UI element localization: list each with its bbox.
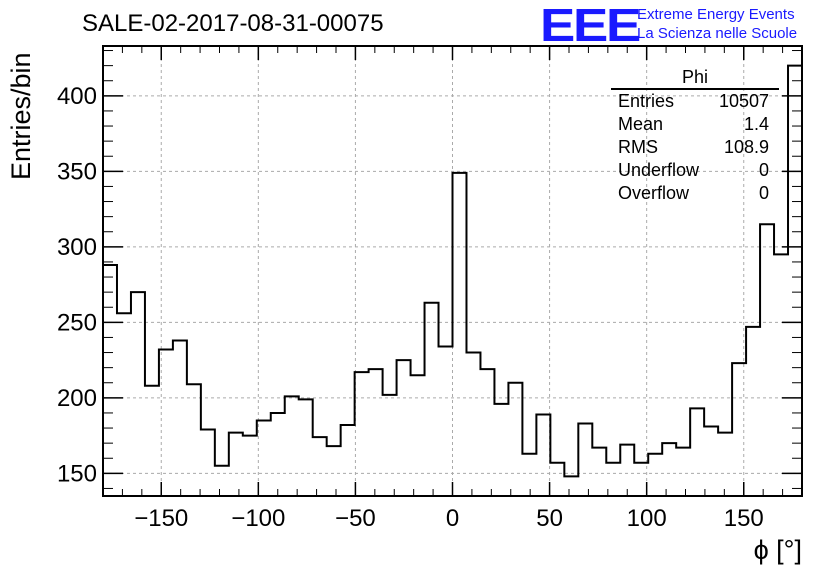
y-tick-label: 250 [57,309,97,336]
stats-value: 108.9 [723,137,769,157]
x-tick-label: 100 [627,505,667,532]
stats-row-underflow: Underflow 0 [611,159,779,182]
stats-label: Entries [618,91,675,111]
y-tick-label: 300 [57,234,97,261]
grid-lines [103,46,802,496]
x-tick-labels: −150 −100 −50 0 50 100 150 [134,505,764,532]
x-tick-label: 50 [536,505,563,532]
x-tick-label: −100 [231,505,285,532]
run-title: SALE-02-2017-08-31-00075 [82,10,384,37]
logo-subtitle-2: La Scienza nelle Scuole [637,25,798,42]
y-tick-labels: 150 200 250 300 350 400 [57,83,97,488]
axis-ticks [102,46,803,496]
x-tick-label: −50 [335,505,376,532]
y-axis-label: Entries/bin [6,52,36,180]
stats-box: Phi Entries 10507 Mean 1.4 RMS 108.9 Und… [611,66,779,205]
stats-label: RMS [618,137,658,157]
y-tick-label: 350 [57,158,97,185]
y-tick-label: 150 [57,460,97,487]
x-tick-label: 0 [446,505,459,532]
y-tick-label: 200 [57,385,97,412]
stats-value: 0 [758,183,769,203]
stats-value: 1.4 [743,114,769,134]
x-tick-label: −150 [134,505,188,532]
stats-title: Phi [611,66,779,90]
x-tick-label: 150 [724,505,764,532]
stats-label: Overflow [618,183,690,203]
stats-value: 10507 [718,91,769,111]
y-tick-label: 400 [57,83,97,110]
stats-row-overflow: Overflow 0 [611,182,779,205]
histogram-line [103,64,802,478]
eee-logo: EEE [540,0,641,51]
x-axis-label: ϕ [°] [753,535,802,565]
stats-row-entries: Entries 10507 [611,90,779,113]
stats-row-mean: Mean 1.4 [611,113,779,136]
stats-row-rms: RMS 108.9 [611,136,779,159]
stats-label: Mean [618,114,664,134]
plot-frame [102,45,803,497]
logo-subtitle-1: Extreme Energy Events [637,6,795,23]
stats-label: Underflow [618,160,700,180]
stats-value: 0 [758,160,769,180]
